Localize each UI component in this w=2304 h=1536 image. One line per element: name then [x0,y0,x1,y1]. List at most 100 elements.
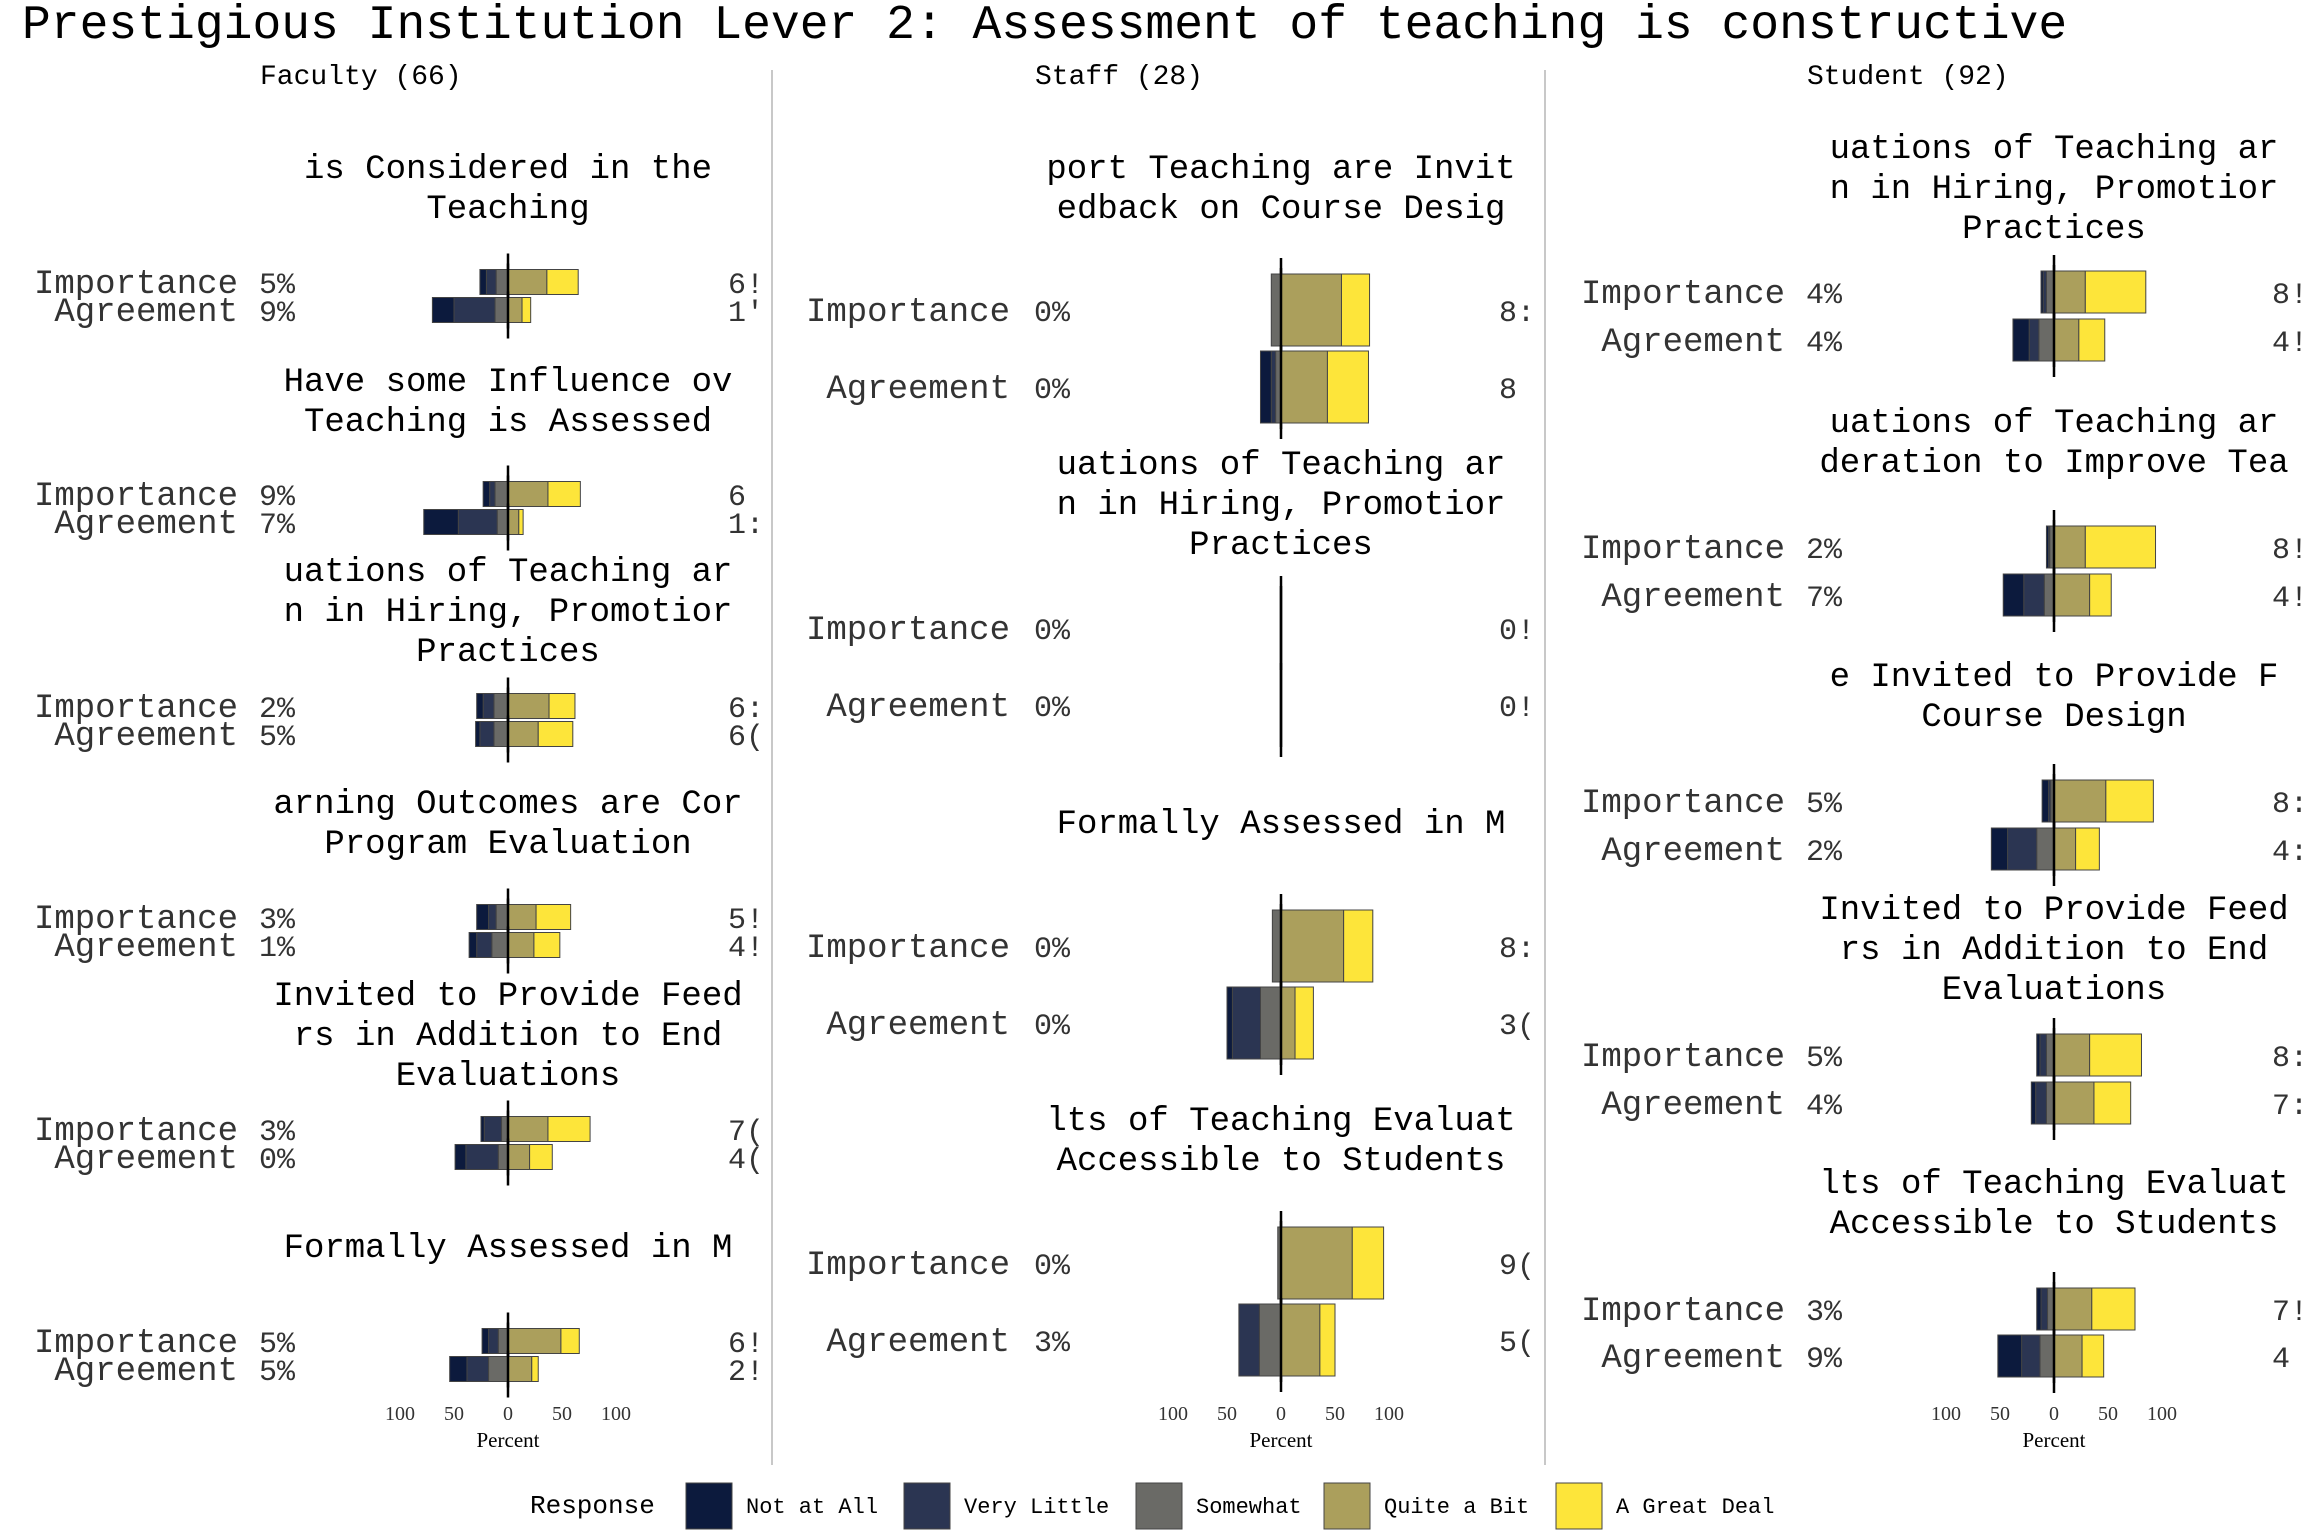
bar-segment-a-great-deal [1319,1303,1336,1377]
right-percent-label: 6! [728,1328,764,1362]
row-label: Importance [806,1247,1010,1285]
question-title-line: Practices [416,634,600,672]
bar-segment-somewhat [1259,986,1282,1060]
row-label: Agreement [1601,1340,1785,1378]
question-title-line: n in Hiring, Promotior [1830,171,2279,209]
bar-segment-somewhat [495,269,509,295]
bar-segment-not-at-all [2036,1033,2041,1077]
bar-segment-quite-a-bit [507,269,548,295]
bar-segment-somewhat [497,1144,509,1170]
question-title-line: is Considered in the [304,151,712,189]
bar-segment-not-at-all [431,297,455,323]
left-percent-label: 4% [1806,1090,1843,1124]
bar-segment-not-at-all [481,1328,490,1354]
row-label: Importance [806,294,1010,332]
row-label: Agreement [1601,579,1785,617]
right-percent-label: 5( [1499,1327,1535,1361]
bar-segment-a-great-deal [537,721,574,747]
right-percent-label: 1' [728,297,764,331]
bar-segment-a-great-deal [548,693,576,719]
right-percent-label: 4( [728,1144,764,1178]
bar-segment-not-at-all [1997,1334,2023,1378]
row-label: Agreement [54,718,238,756]
bar-segment-a-great-deal [535,904,572,930]
bar-segment-somewhat [2038,318,2055,362]
bar-segment-very-little [488,1328,499,1354]
question-title-line: lts of Teaching Evaluat [1046,1103,1515,1141]
legend-label: Very Little [964,1495,1109,1520]
question-title-line: Teaching [426,191,589,229]
right-percent-label: 6 [728,481,746,515]
bar-segment-not-at-all [449,1356,468,1382]
right-percent-label: 2! [728,1356,764,1390]
question-group: Formally Assessed in M 0% 8: 0% 3(Importance… [806,806,1531,1075]
left-percent-label: 9% [259,481,296,515]
row-label: Agreement [826,371,1010,409]
bar-segment-quite-a-bit [1280,350,1328,424]
bar-segment-not-at-all [476,693,484,719]
bar-segment-not-at-all [2041,779,2050,823]
bar-segment-a-great-deal [2084,270,2147,314]
x-tick-label: 100 [2147,1403,2177,1425]
question-title-line: Formally Assessed in M [284,1230,733,1268]
right-percent-label: 0! [1499,615,1535,649]
left-percent-label: 0% [1034,1250,1071,1284]
left-percent-label: 5% [259,1328,296,1362]
bar-segment-somewhat [1258,1303,1282,1377]
row-label: Importance [1581,276,1785,314]
bar-segment-not-at-all [2045,525,2050,569]
bar-segment-very-little [1231,986,1261,1060]
bar-segment-quite-a-bit [2053,270,2086,314]
bar-segment-a-great-deal [1351,1226,1385,1300]
row-label: Importance [806,930,1010,968]
bar-segment-somewhat [493,721,509,747]
bar-segment-not-at-all [423,509,459,535]
bar-segment-quite-a-bit [507,1144,531,1170]
bar-segment-not-at-all [482,481,491,507]
bar-segment-very-little [2040,1287,2049,1331]
left-percent-label: 1% [259,932,296,966]
right-percent-label: 0! [1499,692,1535,726]
x-axis-label: Percent [1250,1428,1313,1452]
left-percent-label: 2% [259,693,296,727]
left-percent-label: 5% [259,1356,296,1390]
bar-segment-very-little [488,904,497,930]
bar-segment-not-at-all [475,721,481,747]
left-percent-label: 3% [259,904,296,938]
bar-segment-quite-a-bit [1280,909,1345,983]
row-label: Agreement [1601,324,1785,362]
question-clipped: uations of Teaching arn in Hiring, Promo… [1806,131,2304,361]
legend-swatch [685,1482,733,1530]
question-title-line: Invited to Provide Feed [1819,892,2288,930]
bar-segment-quite-a-bit [2053,1334,2083,1378]
row-label: Importance [34,690,238,728]
bar-segment-not-at-all [1259,350,1272,424]
bar-segment-a-great-deal [2075,827,2100,871]
left-percent-label: 0% [1034,615,1071,649]
x-tick-label: 50 [1325,1403,1345,1425]
bar-segment-a-great-deal [2089,573,2112,617]
question-title-line: Accessible to Students [1057,1143,1506,1181]
question-clipped: uations of Teaching arn in Hiring, Promo… [1034,447,1535,726]
bar-segment-a-great-deal [2089,1033,2142,1077]
bar-segment-not-at-all [2002,573,2025,617]
bar-segment-quite-a-bit [1280,1226,1353,1300]
legend-title: Response [530,1491,655,1521]
bar-segment-a-great-deal [547,1116,591,1142]
bar-segment-quite-a-bit [507,904,537,930]
x-tick-label: 100 [385,1403,415,1425]
x-tick-label: 100 [1931,1403,1961,1425]
bar-segment-a-great-deal [560,1328,580,1354]
bar-segment-quite-a-bit [1280,1303,1321,1377]
bar-segment-not-at-all [479,269,487,295]
bar-segment-somewhat [2043,573,2055,617]
row-label: Importance [1581,785,1785,823]
bar-segment-somewhat [496,509,509,535]
